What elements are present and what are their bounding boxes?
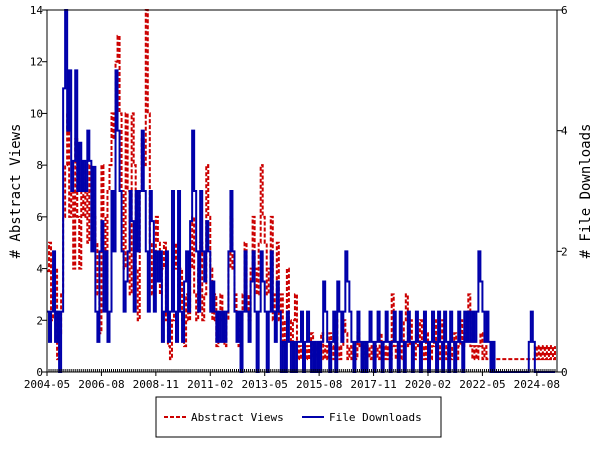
right-tick-label: 6 bbox=[561, 4, 568, 17]
x-tick-label: 2008-11 bbox=[133, 378, 179, 391]
legend-box bbox=[155, 396, 442, 438]
left-tick-label: 2 bbox=[36, 314, 43, 327]
left-tick-label: 14 bbox=[30, 4, 44, 17]
right-tick-label: 4 bbox=[561, 125, 568, 138]
left-axis: 0 2 4 6 8 10 12 14 bbox=[30, 4, 47, 379]
x-tick-label: 2024-08 bbox=[514, 378, 560, 391]
right-axis-title: # File Downloads bbox=[578, 124, 594, 259]
plot-frame bbox=[46, 9, 558, 373]
x-tick-label: 2013-05 bbox=[242, 378, 288, 391]
x-tick-label: 2004-05 bbox=[24, 378, 70, 391]
left-tick-label: 4 bbox=[36, 263, 43, 276]
x-tick-label: 2020-02 bbox=[405, 378, 451, 391]
left-tick-label: 8 bbox=[36, 159, 43, 172]
x-tick-label: 2015-08 bbox=[296, 378, 342, 391]
legend-label-abstract-views: Abstract Views bbox=[191, 411, 284, 424]
left-axis-title: # Abstract Views bbox=[8, 124, 24, 259]
right-axis: 0 2 4 6 bbox=[557, 4, 568, 379]
left-tick-label: 6 bbox=[36, 211, 43, 224]
x-tick-label: 2017-11 bbox=[350, 378, 396, 391]
legend: Abstract Views File Downloads bbox=[155, 396, 442, 438]
left-tick-label: 12 bbox=[30, 56, 43, 69]
x-tick-label: 2022-05 bbox=[459, 378, 505, 391]
right-tick-label: 0 bbox=[561, 366, 568, 379]
left-tick-label: 0 bbox=[36, 366, 43, 379]
right-tick-label: 2 bbox=[561, 245, 568, 258]
series-line-abstract-views bbox=[47, 9, 556, 361]
left-tick-label: 10 bbox=[30, 107, 43, 120]
legend-label-file-downloads: File Downloads bbox=[329, 411, 422, 424]
x-axis: 2004-05 2006-08 2008-11 2011-02 2013-05 2015-… bbox=[24, 369, 560, 391]
x-tick-label: 2011-02 bbox=[187, 378, 233, 391]
x-tick-label: 2006-08 bbox=[78, 378, 124, 391]
